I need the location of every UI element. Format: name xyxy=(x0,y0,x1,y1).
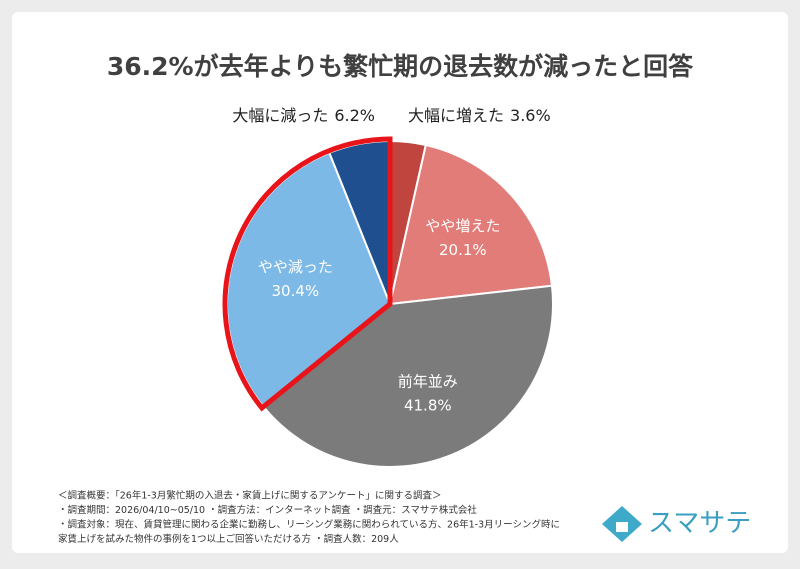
note-line: ＜調査概要：「26年1-3月繁忙期の入退去・家賃上げに関するアンケート」に関する… xyxy=(58,490,441,502)
chart-title: 36.2%が去年よりも繁忙期の退去数が減ったと回答 xyxy=(107,52,694,81)
brand-logo: スマサテ xyxy=(602,506,751,542)
slice-label: やや減った xyxy=(258,258,333,276)
notes: ＜調査概要：「26年1-3月繁忙期の入退去・家賃上げに関するアンケート」に関する… xyxy=(58,490,560,546)
outside-label-name: 大幅に減った xyxy=(232,106,328,125)
slice-label: やや増えた xyxy=(425,217,500,235)
note-line: ・調査対象：現在、賃貸管理に関わる企業に勤務し、リーシング業務に関わられている方… xyxy=(58,519,560,531)
outside-label-value: 6.2% xyxy=(334,106,375,125)
logo-icon-house xyxy=(616,522,628,532)
brand-name: スマサテ xyxy=(648,509,751,539)
pie-slice xyxy=(262,284,554,468)
highlight-outline xyxy=(222,136,393,412)
outside-label: 大幅に増えた 3.6% xyxy=(408,106,551,125)
outside-label-name: 大幅に増えた xyxy=(408,106,504,125)
note-line: 家賃上げを試みた物件の事例を1つ以上ご回答いただける方 ・調査人数：209人 xyxy=(58,533,399,545)
slice-value-label: 20.1% xyxy=(439,241,487,259)
slice-value-label: 30.4% xyxy=(272,282,320,300)
outside-label-value: 3.6% xyxy=(510,106,551,125)
slice-value-label: 41.8% xyxy=(404,397,452,415)
outside-label: 大幅に減った 6.2% xyxy=(232,106,375,125)
note-line: ・調査期間：2026/04/10~05/10 ・調査方法：インターネット調査 ・… xyxy=(58,504,477,516)
slice-label: 前年並み xyxy=(398,373,458,391)
pie-slice xyxy=(388,143,554,306)
